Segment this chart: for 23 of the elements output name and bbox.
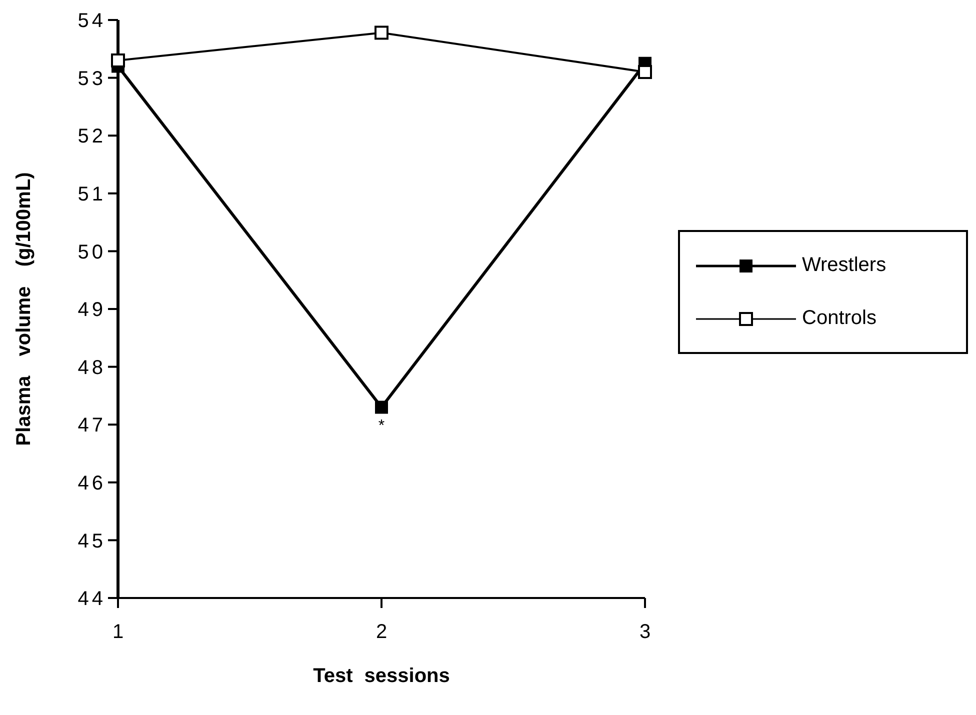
y-tick-label: 54 bbox=[78, 10, 106, 32]
legend-label: Controls bbox=[802, 307, 876, 330]
y-tick-label: 44 bbox=[78, 588, 106, 610]
x-axis-title: Test sessions bbox=[313, 665, 450, 688]
y-tick-label: 51 bbox=[78, 184, 106, 206]
y-axis-title: Plasma volume (g/100mL) bbox=[13, 172, 36, 446]
legend-label: Wrestlers bbox=[802, 254, 886, 277]
x-tick-label: 2 bbox=[376, 621, 388, 644]
y-tick-label: 50 bbox=[78, 241, 106, 264]
y-tick-label: 47 bbox=[78, 414, 106, 437]
x-tick-label: 1 bbox=[112, 621, 124, 644]
point bbox=[374, 26, 388, 40]
point bbox=[638, 65, 652, 80]
point bbox=[111, 53, 125, 68]
y-tick-label: 48 bbox=[78, 356, 106, 379]
annotation: * bbox=[378, 418, 385, 435]
point bbox=[375, 400, 388, 414]
y-tick-label: 53 bbox=[78, 68, 106, 90]
y-tick-label: 52 bbox=[78, 126, 106, 148]
y-tick-label: 49 bbox=[78, 299, 106, 322]
y-tick-label: 45 bbox=[78, 530, 106, 552]
x-tick-label: 3 bbox=[639, 621, 651, 644]
y-tick-label: 46 bbox=[78, 472, 106, 494]
